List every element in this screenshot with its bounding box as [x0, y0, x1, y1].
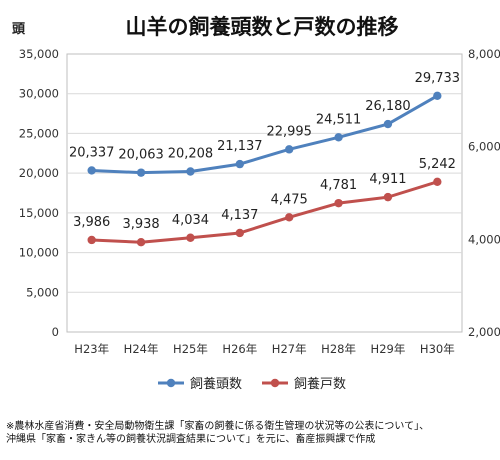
data-point: [284, 213, 294, 222]
left-y-tick-label: 30,000: [19, 87, 59, 101]
data-label: 4,034: [172, 213, 209, 228]
data-label: 4,911: [369, 172, 406, 187]
legend-marker: [270, 378, 280, 388]
data-label: 29,733: [415, 71, 461, 86]
data-label: 4,781: [320, 178, 357, 193]
line-chart: 山羊の飼養頭数と戸数の推移 頭 0 5,000 10,000 15,000 20,000…: [12, 15, 500, 392]
x-tick-label: H26年: [222, 342, 257, 356]
x-tick-label: H30年: [420, 342, 455, 356]
gridlines: [67, 93, 462, 293]
right-y-tick-label: 6,000: [468, 140, 500, 154]
chart-title: 山羊の飼養頭数と戸数の推移: [126, 15, 399, 39]
footnote-line-1: ※農林水産省消費・安全局動物衛生課「家畜の飼養に係る衛生管理の状況等の公表につい…: [6, 421, 430, 432]
data-label: 5,242: [419, 157, 456, 172]
x-tick-label: H24年: [124, 342, 159, 356]
data-point: [383, 119, 393, 129]
data-label: 20,063: [118, 148, 164, 163]
right-y-tick-label: 2,000: [468, 325, 500, 339]
left-y-tick-label: 10,000: [19, 246, 59, 260]
data-point: [334, 198, 343, 208]
data-label: 24,511: [316, 112, 362, 127]
data-label: 21,137: [217, 139, 263, 154]
left-y-tick-label: 5,000: [26, 285, 59, 299]
legend-item: 飼養戸数: [262, 376, 346, 392]
data-point: [383, 192, 393, 202]
legend-label: 飼養頭数: [190, 376, 242, 392]
data-label: 22,995: [266, 124, 312, 139]
data-point: [235, 228, 245, 238]
legend-item: 飼養頭数: [158, 376, 242, 392]
data-label: 20,337: [69, 145, 115, 160]
x-axis: H23年 H24年 H25年 H26年 H27年 H28年 H29年 H30年: [74, 342, 454, 356]
left-y-tick-label: 15,000: [19, 206, 59, 220]
left-y-tick-label: 20,000: [19, 166, 59, 180]
data-label: 4,137: [221, 208, 258, 223]
data-label: 26,180: [365, 99, 411, 114]
data-point: [87, 166, 96, 175]
data-point: [186, 167, 195, 176]
data-point: [334, 133, 343, 142]
data-point: [433, 177, 442, 186]
legend: 飼養頭数 飼養戸数: [158, 376, 346, 392]
x-tick-label: H27年: [272, 342, 307, 356]
source-footnote: ※農林水産省消費・安全局動物衛生課「家畜の飼養に係る衛生管理の状況等の公表につい…: [6, 420, 496, 446]
left-y-tick-label: 35,000: [19, 47, 59, 61]
data-label: 20,208: [168, 146, 214, 161]
x-tick-label: H23年: [74, 342, 109, 356]
data-point: [186, 233, 195, 242]
right-y-tick-label: 4,000: [468, 232, 500, 246]
data-point: [235, 159, 245, 169]
series-2: 3,986 3,938 4,034 4,137 4,475 4,781 4,911 5,242: [73, 157, 456, 247]
data-label: 3,938: [122, 217, 159, 232]
left-y-axis: 0 5,000 10,000 15,000 20,000 25,000 30,000 35,0…: [19, 47, 59, 339]
x-tick-label: H28年: [321, 342, 356, 356]
series-line: [91, 180, 438, 244]
data-label: 4,475: [271, 192, 308, 207]
right-y-tick-label: 8,000: [468, 47, 500, 61]
data-point: [284, 145, 294, 154]
x-tick-label: H25年: [173, 342, 208, 356]
x-tick-label: H29年: [371, 342, 406, 356]
legend-marker: [166, 378, 176, 388]
left-y-tick-label: 25,000: [19, 126, 59, 140]
left-y-tick-label: 0: [52, 325, 59, 339]
y-axis-unit-label: 頭: [12, 22, 26, 37]
data-point: [136, 168, 146, 177]
data-point: [136, 238, 146, 247]
series-line: [91, 94, 439, 175]
data-label: 3,986: [73, 215, 110, 230]
legend-label: 飼養戸数: [294, 376, 346, 392]
footnote-line-2: 沖縄県「家畜・家きん等の飼養状況調査結果について」を元に、畜産振興課で作成: [6, 434, 376, 445]
data-point: [87, 235, 96, 245]
data-point: [433, 91, 442, 101]
right-y-axis: 2,000 4,000 6,000 8,000: [468, 47, 500, 339]
